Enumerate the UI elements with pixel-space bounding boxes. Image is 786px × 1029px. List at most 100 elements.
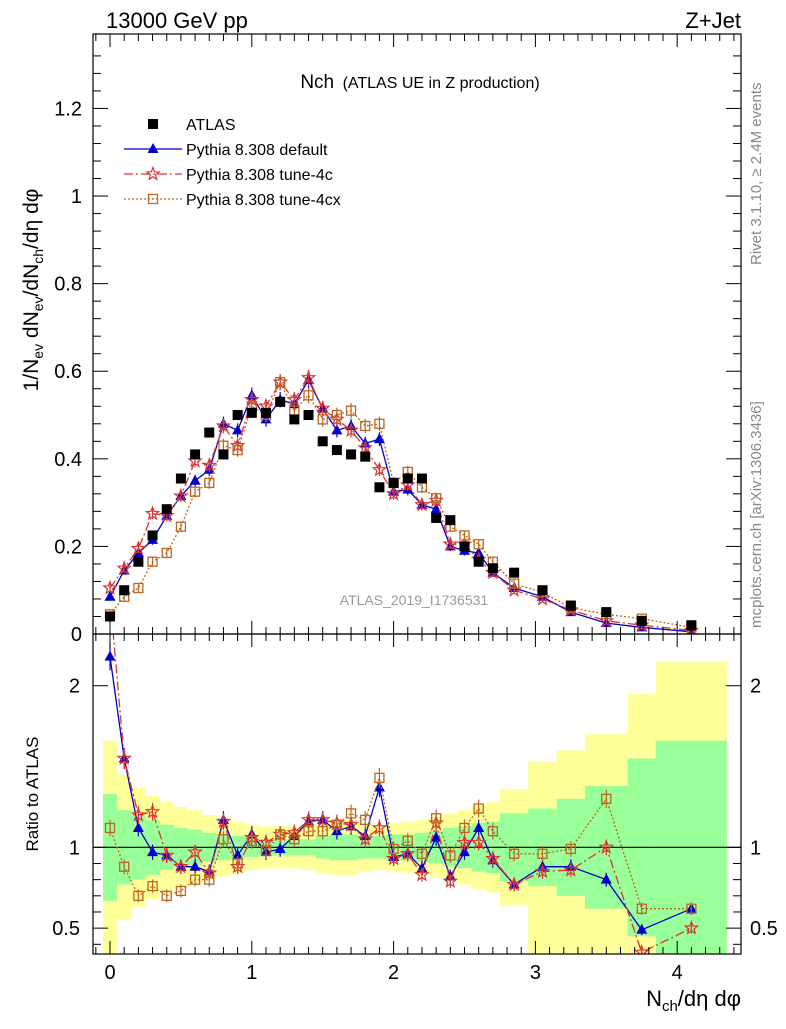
- main-panel: 0 0.2 0.4 0.6 0.8 1 1.2 Nch (ATLAS UE in Z pro…: [20, 33, 742, 646]
- ratio-star-point: [144, 803, 161, 819]
- ratio-tri-point: [132, 821, 144, 832]
- main-tri-point: [189, 474, 201, 485]
- ratio-star-point: [563, 861, 579, 877]
- main-star-point: [357, 439, 374, 455]
- ratio-tri-point: [104, 650, 116, 661]
- ratio-star-line: [112, 634, 692, 954]
- ratio-star-point: [456, 834, 473, 850]
- ratio-sq-point: [260, 845, 272, 856]
- ratio-star-point: [314, 811, 331, 827]
- atlas-point: [636, 615, 647, 626]
- atlas-point: [601, 607, 612, 618]
- ratio-sq-point: [430, 813, 442, 824]
- ratio-star-point: [215, 813, 232, 829]
- ratio-sq-point: [246, 835, 257, 847]
- ratio-star-point: [159, 847, 175, 863]
- main-star-point: [116, 560, 133, 576]
- atlas-point: [565, 600, 576, 611]
- atlas-point: [473, 556, 484, 567]
- main-marks: [102, 369, 700, 634]
- x-tick-label: 0: [104, 962, 115, 984]
- legend: ATLAS Pythia 8.308 default Pythia 8.308 tu…: [124, 117, 341, 209]
- ratio-star-point: [534, 863, 551, 879]
- rivet-label: Rivet 3.1.10, ≥ 2.4M events: [748, 83, 765, 266]
- atlas-point: [346, 449, 357, 460]
- ratio-sq-point: [175, 885, 187, 897]
- atlas-point: [360, 451, 371, 462]
- main-sq-point: [508, 578, 520, 589]
- atlas-point: [190, 449, 201, 460]
- atlas-point: [487, 563, 498, 574]
- y-tick-label: 1.2: [54, 98, 82, 120]
- main-title-sub: (ATLAS UE in Z production): [343, 75, 540, 92]
- atlas-point: [218, 449, 229, 460]
- main-tri-point: [331, 424, 343, 435]
- main-star-point: [102, 579, 118, 595]
- ratio-sq-point: [345, 808, 357, 819]
- ratio-sq-point: [565, 843, 576, 855]
- ratio-sq-point: [445, 850, 456, 861]
- y-tick-label: 1: [69, 837, 80, 859]
- ratio-tri-point: [430, 831, 442, 842]
- ratio-sq-point: [303, 826, 314, 837]
- atlas-point: [303, 410, 314, 421]
- atlas-point: [175, 473, 186, 484]
- main-tri-point: [373, 433, 385, 444]
- ratio-sq-point: [317, 826, 328, 837]
- ratio-sq-point: [636, 903, 647, 914]
- atlas-point: [416, 473, 427, 484]
- ratio-sq-point: [289, 834, 300, 845]
- atlas-point: [445, 515, 456, 526]
- atlas-point: [431, 512, 442, 523]
- ratio-sq-point: [487, 826, 499, 837]
- ratio-tri-point: [274, 842, 286, 853]
- ratio-sq-point: [331, 819, 343, 830]
- ratio-sq-point: [133, 890, 144, 901]
- atlas-point: [232, 410, 243, 421]
- ratio-sq-point: [416, 848, 428, 859]
- main-title-text: Nch: [300, 72, 334, 93]
- ratio-sq-point: [119, 861, 130, 872]
- atlas-point: [374, 482, 385, 493]
- main-star-point: [414, 496, 430, 512]
- atlas-point: [402, 473, 413, 484]
- ratio-star-point: [300, 811, 317, 827]
- atlas-point: [388, 477, 399, 488]
- atlas-point: [317, 436, 328, 447]
- main-sq-point: [133, 582, 144, 594]
- atlas-point: [119, 585, 130, 596]
- ratio-sq-point: [360, 814, 371, 826]
- ratio-marks: [93, 634, 741, 954]
- ratio-star-point: [173, 858, 189, 874]
- y-tick-label-right: 1: [750, 837, 761, 859]
- atlas-point: [459, 541, 470, 552]
- ratio-sq-point: [601, 793, 612, 804]
- x-tick-label: 3: [530, 962, 541, 984]
- ratio-sq-point: [161, 890, 172, 901]
- ratio-tri-point: [459, 846, 471, 857]
- atlas-point: [260, 407, 271, 418]
- legend-marker: [147, 193, 159, 205]
- y-tick-label: 2: [69, 676, 80, 698]
- ratio-star-point: [470, 834, 487, 850]
- ratio-star-point: [506, 876, 522, 892]
- ratio-sq-point: [388, 843, 399, 855]
- y-tick-label: 1: [71, 186, 82, 208]
- ratio-star-point: [385, 850, 402, 866]
- main-sq-point: [303, 390, 314, 401]
- main-sq-point: [374, 418, 385, 429]
- main-star-point: [130, 540, 147, 556]
- ratio-star-point: [485, 850, 501, 866]
- legend-label: Pythia 8.308 tune-4cx: [186, 192, 341, 209]
- ratio-star-point: [371, 819, 388, 835]
- main-star-point: [385, 485, 402, 501]
- atlas-point: [133, 556, 144, 567]
- watermark: ATLAS_2019_I1736531: [340, 592, 489, 608]
- y-tick-label: 0.4: [54, 449, 82, 471]
- main-ticks: 0 0.2 0.4 0.6 0.8 1 1.2: [54, 34, 741, 646]
- atlas-point: [161, 504, 172, 515]
- main-sq-point: [473, 539, 484, 550]
- y-tick-label: 0.8: [54, 274, 82, 296]
- x-tick-label: 2: [388, 962, 399, 984]
